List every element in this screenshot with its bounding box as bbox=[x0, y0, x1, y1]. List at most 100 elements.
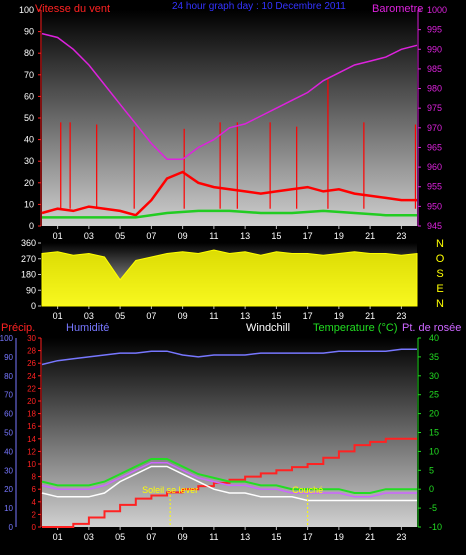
humidity-axis-label: 10 bbox=[4, 504, 13, 513]
wind-axis-label: 40 bbox=[24, 135, 34, 145]
temp-axis-label: -5 bbox=[429, 503, 437, 513]
precip-axis-label: 24 bbox=[27, 372, 36, 381]
x-tick-label: 09 bbox=[178, 231, 188, 241]
precip-axis-label: 18 bbox=[27, 410, 36, 419]
precip-axis-label: 10 bbox=[27, 460, 36, 469]
series-line bbox=[41, 348, 417, 366]
baro-axis-label: 985 bbox=[427, 64, 442, 74]
precip-axis-label: 6 bbox=[32, 485, 37, 494]
x-tick-label: 15 bbox=[271, 231, 281, 241]
precip-axis-label: 0 bbox=[32, 523, 37, 532]
x-tick-label: 19 bbox=[334, 311, 344, 321]
compass-letter: E bbox=[436, 283, 443, 295]
series-line bbox=[42, 209, 417, 219]
x-tick-label: 11 bbox=[209, 532, 218, 542]
x-tick-label: 15 bbox=[271, 532, 281, 542]
precip-axis-label: 4 bbox=[32, 498, 37, 507]
x-tick-label: 19 bbox=[334, 231, 344, 241]
x-tick-label: 15 bbox=[271, 311, 281, 321]
x-tick-label: 21 bbox=[365, 532, 375, 542]
baro-axis-label: 955 bbox=[427, 182, 442, 192]
x-tick-label: 23 bbox=[396, 231, 406, 241]
precip-label: Précip. bbox=[1, 322, 35, 334]
series-line bbox=[41, 465, 417, 502]
x-tick-label: 03 bbox=[84, 532, 94, 542]
x-tick-label: 07 bbox=[146, 532, 156, 542]
baro-axis-label: 995 bbox=[427, 25, 442, 35]
x-tick-label: 17 bbox=[303, 231, 313, 241]
baro-axis-label: 970 bbox=[427, 123, 442, 133]
precip-axis-label: 22 bbox=[27, 384, 36, 393]
baro-axis-label: 960 bbox=[427, 162, 442, 172]
series-line bbox=[41, 461, 417, 498]
chart-title: 24 hour graph day : 10 Decembre 2011 bbox=[172, 1, 346, 12]
x-tick-label: 07 bbox=[146, 231, 156, 241]
direction-area bbox=[41, 249, 418, 307]
precip-axis-label: 28 bbox=[27, 347, 36, 356]
precip-axis-label: 30 bbox=[27, 334, 36, 343]
temp-axis-label: 40 bbox=[429, 333, 439, 343]
precip-axis-label: 14 bbox=[27, 435, 36, 444]
wind-speed-label: Vitesse du vent bbox=[35, 3, 110, 15]
humidity-axis-label: 80 bbox=[4, 372, 13, 381]
precip-axis-label: 12 bbox=[27, 447, 36, 456]
x-tick-label: 01 bbox=[53, 311, 63, 321]
temp-plot-area bbox=[42, 338, 417, 527]
humidity-label: Humidité bbox=[66, 322, 109, 334]
humidity-axis-label: 0 bbox=[9, 523, 14, 532]
wind-axis-label: 90 bbox=[24, 27, 34, 37]
x-tick-label: 07 bbox=[146, 311, 156, 321]
precip-axis-label: 2 bbox=[32, 510, 37, 519]
dir-axis-label: 0 bbox=[31, 301, 36, 311]
x-tick-label: 21 bbox=[365, 311, 375, 321]
baro-axis-label: 980 bbox=[427, 84, 442, 94]
humidity-axis-label: 90 bbox=[4, 353, 13, 362]
precip-axis-label: 20 bbox=[27, 397, 36, 406]
x-tick-label: 03 bbox=[84, 231, 94, 241]
x-tick-label: 03 bbox=[84, 311, 94, 321]
baro-axis-label: 1000 bbox=[427, 5, 447, 15]
x-tick-label: 01 bbox=[53, 532, 63, 542]
x-tick-label: 13 bbox=[240, 532, 250, 542]
humidity-axis-label: 40 bbox=[4, 447, 13, 456]
temperature-label: Temperature (°C) bbox=[313, 322, 397, 334]
temp-axis-label: 10 bbox=[429, 446, 439, 456]
x-tick-label: 09 bbox=[178, 311, 188, 321]
x-tick-label: 13 bbox=[240, 231, 250, 241]
temp-axis-label: 0 bbox=[429, 484, 434, 494]
temp-axis-label: 35 bbox=[429, 352, 439, 362]
precip-axis-label: 26 bbox=[27, 359, 36, 368]
humidity-axis-label: 70 bbox=[4, 391, 13, 400]
baro-axis-label: 950 bbox=[427, 201, 442, 211]
dir-axis-label: 180 bbox=[21, 270, 36, 280]
x-tick-label: 21 bbox=[365, 231, 375, 241]
wind-axis-label: 50 bbox=[24, 113, 34, 123]
series-line bbox=[41, 170, 417, 217]
wind-axis-label: 30 bbox=[24, 156, 34, 166]
wind-axis-label: 10 bbox=[24, 199, 34, 209]
baro-axis-label: 975 bbox=[427, 103, 442, 113]
wind-axis-label: 70 bbox=[24, 70, 34, 80]
x-tick-label: 05 bbox=[115, 311, 125, 321]
temp-axis-label: -10 bbox=[429, 522, 442, 532]
wind-axis-label: 20 bbox=[24, 178, 34, 188]
compass-letter: S bbox=[436, 268, 443, 280]
x-tick-label: 11 bbox=[209, 231, 218, 241]
x-tick-label: 17 bbox=[303, 311, 313, 321]
compass-letter: N bbox=[436, 298, 444, 310]
baro-axis-label: 965 bbox=[427, 142, 442, 152]
x-tick-label: 01 bbox=[53, 231, 63, 241]
dewpoint-label: Pt. de rosée bbox=[402, 322, 461, 334]
sun-event-label: Soleil se lever bbox=[142, 485, 198, 495]
x-tick-label: 13 bbox=[240, 311, 250, 321]
temp-axis-label: 20 bbox=[429, 409, 439, 419]
precip-axis-label: 16 bbox=[27, 422, 36, 431]
wind-axis-label: 60 bbox=[24, 91, 34, 101]
temp-axis-label: 25 bbox=[429, 390, 439, 400]
humidity-axis-label: 20 bbox=[4, 485, 13, 494]
barometer-label: Barometre bbox=[372, 3, 423, 15]
x-tick-label: 05 bbox=[115, 231, 125, 241]
x-tick-label: 11 bbox=[209, 311, 218, 321]
humidity-axis-label: 100 bbox=[0, 334, 14, 343]
